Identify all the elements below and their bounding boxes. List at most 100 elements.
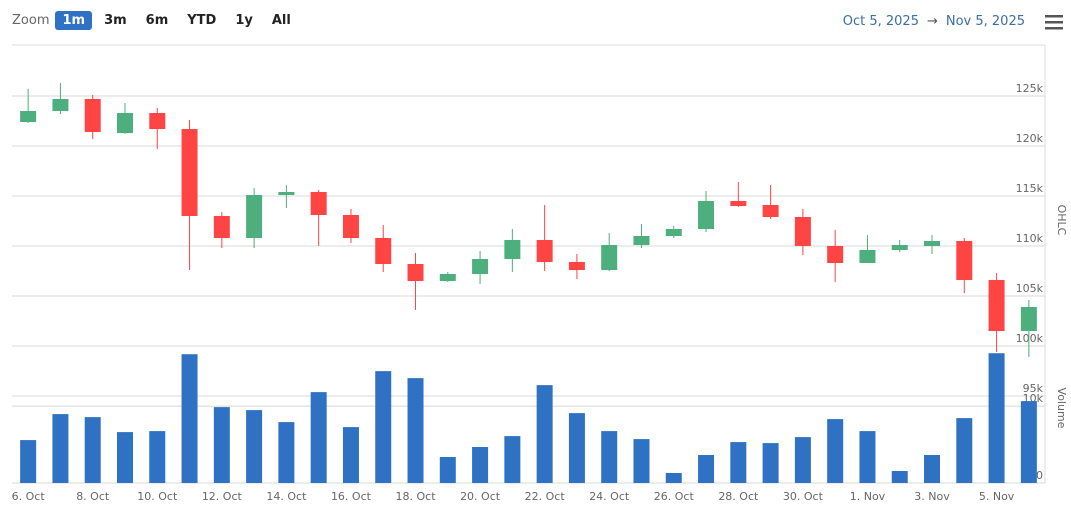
candle-body [794, 217, 811, 246]
x-tick-label: 1. Nov [850, 490, 886, 503]
x-tick-label: 3. Nov [914, 490, 950, 503]
candle-body [52, 99, 69, 111]
candle-body [181, 129, 198, 216]
volume-bar [827, 419, 844, 483]
candle-body [116, 113, 133, 133]
volume-bar [116, 432, 133, 483]
candle-body [665, 229, 682, 236]
candle-body [827, 246, 844, 263]
candle-body [891, 245, 908, 250]
x-tick-label: 16. Oct [331, 490, 372, 503]
candle-body [278, 192, 295, 195]
candle-body [536, 240, 553, 262]
volume-bar [956, 418, 973, 483]
zoom-button[interactable]: 1y [235, 13, 253, 28]
volume-bar [84, 417, 101, 483]
volume-bar [730, 442, 747, 483]
candle-body [504, 240, 521, 259]
range-to[interactable]: Nov 5, 2025 [945, 14, 1025, 29]
x-tick-label: 26. Oct [654, 490, 695, 503]
x-tick-label: 5. Nov [979, 490, 1015, 503]
candle-body [472, 259, 489, 274]
volume-bar [859, 431, 876, 483]
candle-body [568, 262, 585, 270]
candle-body [956, 241, 973, 280]
y-tick-label: 95k [1023, 382, 1044, 395]
volume-bar [601, 431, 618, 483]
volume-bar [924, 455, 941, 483]
x-tick-label: 24. Oct [589, 490, 630, 503]
zoom-button[interactable]: 3m [104, 13, 127, 28]
volume-bar [181, 354, 198, 483]
y-tick-label: 100k [1016, 332, 1044, 345]
zoom-label: Zoom [12, 13, 50, 28]
volume-bar [375, 371, 392, 483]
candle-body [213, 216, 230, 238]
candle-body [762, 205, 779, 217]
candle-body [1020, 307, 1037, 331]
candle-body [407, 264, 424, 281]
y-tick-label: 120k [1016, 132, 1044, 145]
volume-bar [794, 437, 811, 483]
x-tick-label: 18. Oct [396, 490, 437, 503]
candle-body [246, 195, 263, 238]
x-tick-label: 8. Oct [76, 490, 110, 503]
volume-bar [407, 378, 424, 483]
volume-bar [988, 353, 1005, 483]
volume-bar [568, 413, 585, 483]
candle-body [698, 201, 715, 229]
volume-bar [762, 443, 779, 483]
volume-bar [1020, 401, 1037, 483]
x-tick-label: 22. Oct [525, 490, 566, 503]
volume-bar [536, 385, 553, 483]
volume-bar [698, 455, 715, 483]
y-axis-title: Volume [1055, 388, 1068, 429]
y-tick-label: 110k [1016, 232, 1044, 245]
volume-bar [149, 431, 166, 483]
x-tick-label: 12. Oct [202, 490, 243, 503]
range-arrow: → [926, 14, 938, 29]
candle-body [310, 192, 327, 215]
x-tick-label: 10. Oct [137, 490, 178, 503]
candle-body [924, 241, 941, 246]
volume-bar [278, 422, 295, 483]
x-tick-label: 6. Oct [12, 490, 46, 503]
zoom-button[interactable]: 1m [55, 11, 93, 30]
candle-body [730, 201, 747, 206]
zoom-button[interactable]: 6m [145, 13, 169, 28]
y-axis-title: OHLC [1055, 205, 1068, 236]
candle-body [342, 215, 359, 238]
candle-body [988, 280, 1005, 331]
volume-bar [342, 427, 359, 483]
candle-body [601, 245, 618, 270]
volume-bar [504, 436, 521, 483]
zoom-toolbar: Zoom 1m 3m 6m YTD 1y All [12, 11, 303, 30]
volume-bar [213, 407, 230, 483]
volume-bar [891, 471, 908, 483]
volume-bar [472, 447, 489, 483]
range-from[interactable]: Oct 5, 2025 [842, 14, 919, 29]
volume-bar [439, 457, 456, 483]
date-range: Oct 5, 2025 → Nov 5, 2025 [839, 14, 1029, 29]
candle-body [439, 274, 456, 281]
y-tick-label: 115k [1016, 182, 1044, 195]
volume-bar [20, 440, 37, 483]
x-tick-label: 20. Oct [460, 490, 501, 503]
menu-button[interactable] [1045, 14, 1063, 30]
zoom-button[interactable]: All [271, 13, 291, 28]
candle-body [84, 99, 101, 132]
x-tick-label: 30. Oct [783, 490, 824, 503]
y-tick-label: 105k [1016, 282, 1044, 295]
candle-body [149, 113, 166, 129]
volume-bar [665, 473, 682, 483]
zoom-button[interactable]: YTD [187, 13, 217, 28]
volume-bar [633, 439, 650, 483]
x-tick-label: 28. Oct [718, 490, 759, 503]
candle-body [633, 236, 650, 245]
y-tick-label: 125k [1016, 82, 1044, 95]
candle-body [375, 238, 392, 264]
volume-bar [246, 410, 263, 483]
candle-body [20, 111, 37, 122]
